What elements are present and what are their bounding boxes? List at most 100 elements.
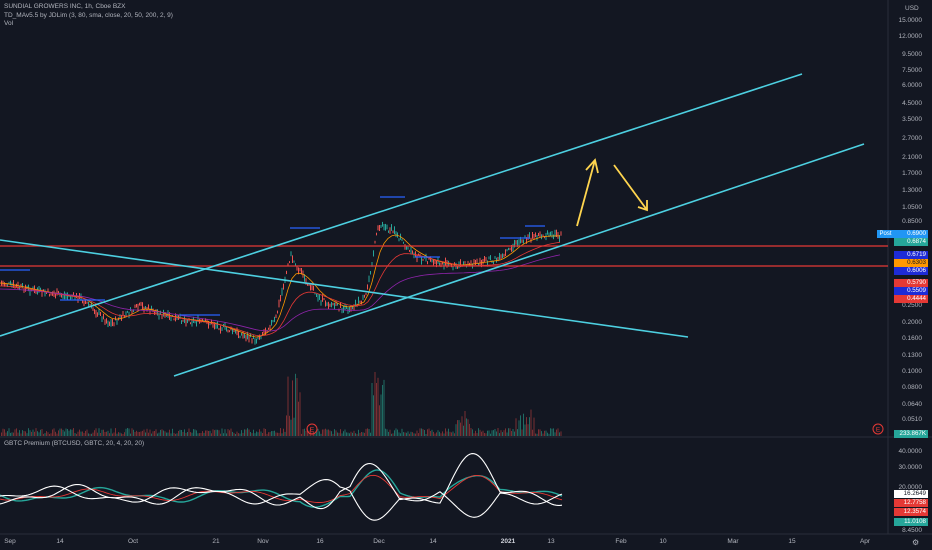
candle xyxy=(23,289,25,293)
volume-bar xyxy=(412,432,413,436)
settings-gear-icon[interactable]: ⚙ xyxy=(912,538,920,547)
volume-bar xyxy=(355,433,356,436)
volume-bar xyxy=(241,430,242,436)
price-badge: 0.6303 xyxy=(894,259,928,267)
candle xyxy=(233,329,235,332)
volume-bar xyxy=(442,431,443,436)
volume-bar xyxy=(320,433,322,436)
volume-bar xyxy=(257,432,259,436)
volume-bar xyxy=(383,379,385,436)
candle xyxy=(523,239,524,244)
candle xyxy=(515,240,517,245)
candle xyxy=(227,329,229,333)
volume-bar xyxy=(65,428,67,436)
candle xyxy=(551,231,553,238)
candle xyxy=(235,330,236,334)
volume-bar xyxy=(248,429,250,436)
volume-bar xyxy=(197,433,199,436)
candle xyxy=(266,329,268,333)
candle xyxy=(8,281,10,285)
projection-arrow-down[interactable] xyxy=(613,164,648,212)
channel-upper-line[interactable] xyxy=(0,73,803,337)
candle xyxy=(464,261,466,264)
volume-bar xyxy=(500,430,502,436)
volume-bar xyxy=(431,429,433,436)
volume-legend[interactable]: Vol xyxy=(4,20,14,27)
volume-bar xyxy=(413,433,415,436)
currency-label[interactable]: USD xyxy=(905,5,919,12)
volume-bar xyxy=(544,430,545,436)
volume-bar xyxy=(179,429,181,436)
candle xyxy=(508,247,509,251)
candle xyxy=(560,231,562,236)
volume-bar xyxy=(415,433,416,436)
candle xyxy=(527,234,529,241)
candle xyxy=(340,302,341,309)
candle xyxy=(473,259,475,265)
volume-bar xyxy=(359,432,361,436)
channel-lower-line[interactable] xyxy=(173,143,865,377)
volume-bar xyxy=(140,431,142,436)
volume-bar xyxy=(32,429,34,436)
candle xyxy=(496,257,497,263)
candle xyxy=(104,319,106,325)
volume-bar xyxy=(155,429,157,436)
volume-bar xyxy=(184,429,185,436)
time-tick: 13 xyxy=(547,538,555,545)
candle xyxy=(190,322,191,325)
candle xyxy=(211,319,212,325)
volume-bar xyxy=(100,433,101,436)
candle xyxy=(236,327,238,336)
candle xyxy=(548,232,550,238)
candle xyxy=(232,329,233,335)
volume-bar xyxy=(385,428,386,436)
volume-bar xyxy=(176,433,178,436)
volume-bar xyxy=(278,432,280,436)
candle xyxy=(364,294,365,298)
earnings-marker-2[interactable]: E xyxy=(872,423,884,435)
volume-bar xyxy=(229,430,230,436)
candle xyxy=(67,292,68,301)
symbol-legend[interactable]: SUNDIAL GROWERS INC, 1h, Cboe BZX xyxy=(4,3,126,10)
volume-bar xyxy=(14,429,16,436)
volume-bar xyxy=(121,433,122,436)
candle xyxy=(311,282,313,291)
volume-bar xyxy=(370,432,371,436)
candle xyxy=(446,260,448,268)
candle xyxy=(326,302,328,306)
volume-bar xyxy=(98,428,100,436)
volume-bar xyxy=(136,430,137,436)
volume-bar xyxy=(496,431,497,436)
candle xyxy=(335,301,337,306)
volume-bar xyxy=(479,429,481,436)
downtrend-line[interactable] xyxy=(0,239,689,338)
volume-bar xyxy=(41,429,43,436)
volume-bar xyxy=(145,432,146,436)
volume-bar xyxy=(68,430,70,436)
indicator-legend[interactable]: TD_MAv5.5 by JDLim (3, 80, sma, close, 2… xyxy=(4,12,173,19)
moving-average-line xyxy=(0,234,560,338)
earnings-marker-1[interactable]: E xyxy=(306,423,318,435)
candle xyxy=(341,307,343,314)
candle xyxy=(247,331,248,340)
candle xyxy=(242,331,244,339)
volume-bar xyxy=(64,431,65,436)
lower-pane-legend[interactable]: GBTC Premium (BTCUSD, GBTC, 20, 4, 20, 2… xyxy=(4,440,145,447)
price-tick: 0.0510 xyxy=(902,416,922,423)
volume-bar xyxy=(38,432,40,436)
volume-bar xyxy=(319,431,320,436)
volume-bar xyxy=(518,420,520,436)
candle xyxy=(389,227,391,234)
projection-arrow-up[interactable] xyxy=(576,158,599,227)
volume-bar xyxy=(244,429,245,436)
volume-bar xyxy=(19,430,20,436)
candle xyxy=(401,238,403,242)
volume-bar xyxy=(545,430,547,436)
candle xyxy=(269,324,271,332)
volume-bar xyxy=(29,430,31,436)
volume-bar xyxy=(403,432,404,436)
lower-badge: 16.2649 xyxy=(894,490,928,498)
candle xyxy=(41,289,43,297)
candle xyxy=(238,330,239,339)
